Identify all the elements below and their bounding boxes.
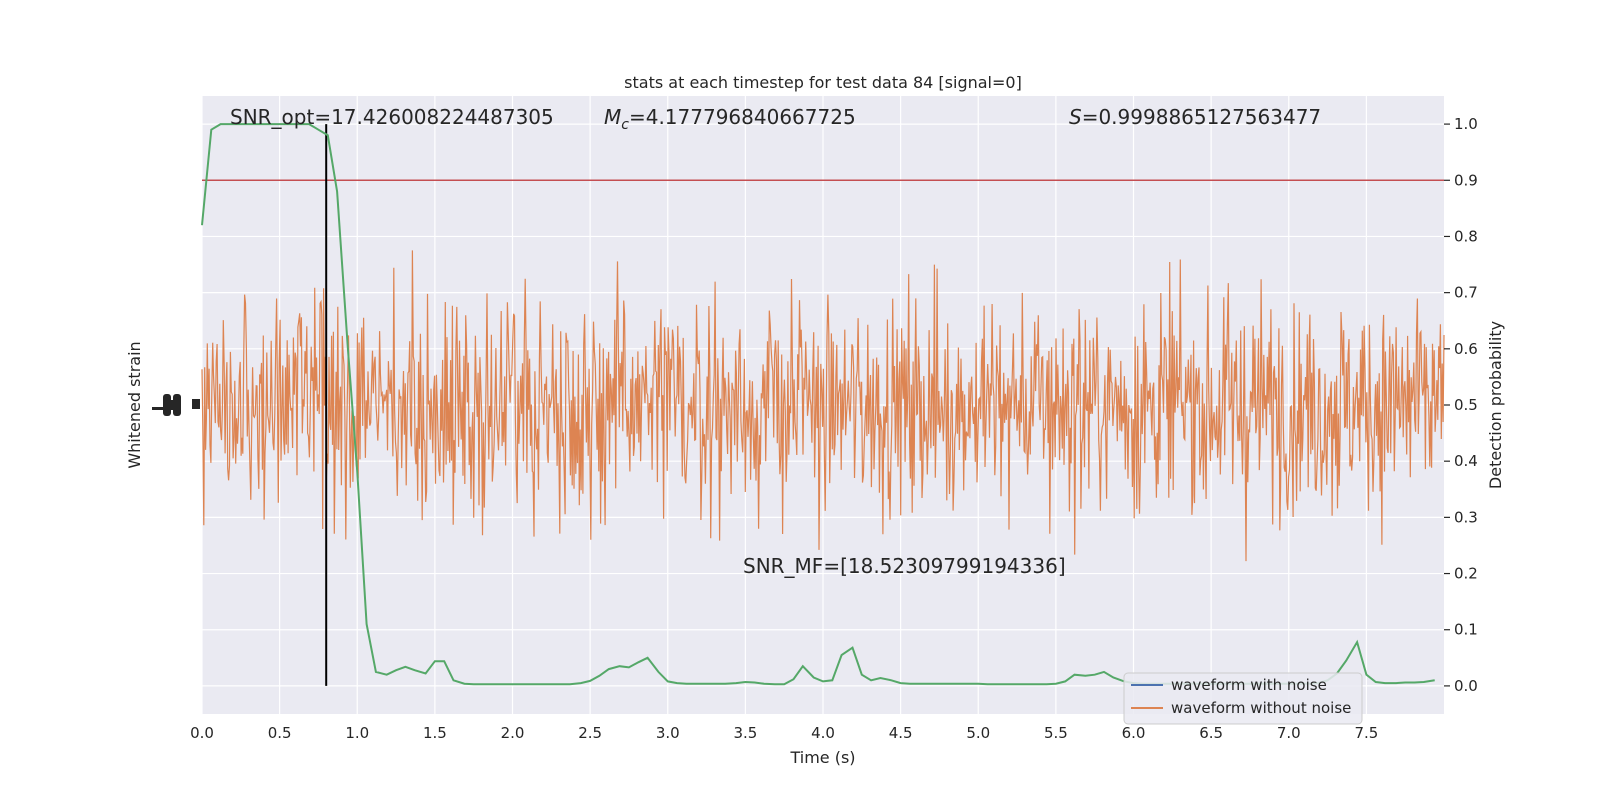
legend-entry-without-noise: waveform without noise (1171, 699, 1351, 717)
y-tick-label: 0.1 (1454, 621, 1478, 639)
x-tick-label: 2.0 (501, 724, 525, 742)
x-tick-label: 6.0 (1122, 724, 1146, 742)
y-tick-label: 0.0 (1454, 677, 1478, 695)
x-tick-label: 4.0 (811, 724, 835, 742)
x-tick-label: 5.5 (1044, 724, 1068, 742)
chirp-mass-subscript: c (621, 117, 629, 133)
legend-box (1123, 672, 1363, 725)
x-tick-label: 5.0 (966, 724, 990, 742)
y-tick-label: 0.7 (1454, 284, 1478, 302)
waveform-without-noise-line (201, 250, 1445, 562)
chirp-mass-symbol: M (604, 105, 621, 129)
chirp-mass-annotation: Mc=4.177796840667725 (604, 105, 856, 133)
x-tick-label: 0.5 (268, 724, 292, 742)
right-y-axis-ticks: 0.0 0.1 0.2 0.3 0.4 0.5 0.6 0.7 0.8 0.9 1.0 (1444, 115, 1478, 695)
left-axis-tick-blob (152, 394, 200, 416)
legend: waveform with noise waveform without noi… (1123, 672, 1363, 725)
y-tick-label: 0.6 (1454, 340, 1478, 358)
x-tick-label: 1.0 (345, 724, 369, 742)
y-tick-label: 0.2 (1454, 565, 1478, 583)
chirp-mass-value: =4.177796840667725 (629, 105, 856, 129)
score-value: =0.9998865127563477 (1082, 105, 1321, 129)
chart-title: stats at each timestep for test data 84 … (624, 73, 1022, 92)
snr-opt-annotation: SNR_opt=17.426008224487305 (230, 105, 554, 129)
snr-mf-annotation: SNR_MF=[18.52309799194336] (743, 554, 1066, 578)
x-tick-label: 6.5 (1199, 724, 1223, 742)
y-tick-label: 0.3 (1454, 508, 1478, 526)
waveform-without-noise-series (201, 250, 1445, 562)
x-tick-label: 7.0 (1277, 724, 1301, 742)
score-symbol: S (1069, 105, 1082, 129)
x-tick-label: 3.0 (656, 724, 680, 742)
right-axis-label: Detection probability (1486, 321, 1505, 489)
x-axis-ticks: 0.0 0.5 1.0 1.5 2.0 2.5 3.0 3.5 4.0 4.5 5.0 5.5 6.0 6… (190, 724, 1378, 742)
x-tick-label: 7.5 (1354, 724, 1378, 742)
legend-entry-with-noise: waveform with noise (1171, 676, 1327, 694)
x-tick-label: 0.0 (190, 724, 214, 742)
x-tick-label: 1.5 (423, 724, 447, 742)
left-axis-label: Whitened strain (125, 341, 144, 468)
y-tick-label: 1.0 (1454, 115, 1478, 133)
x-tick-label: 3.5 (733, 724, 757, 742)
x-axis-label: Time (s) (789, 748, 855, 767)
x-tick-label: 2.5 (578, 724, 602, 742)
y-tick-label: 0.8 (1454, 227, 1478, 245)
score-annotation: S=0.9998865127563477 (1069, 105, 1321, 129)
y-tick-label: 0.5 (1454, 396, 1478, 414)
x-tick-label: 4.5 (889, 724, 913, 742)
y-tick-label: 0.9 (1454, 171, 1478, 189)
y-tick-label: 0.4 (1454, 452, 1478, 470)
